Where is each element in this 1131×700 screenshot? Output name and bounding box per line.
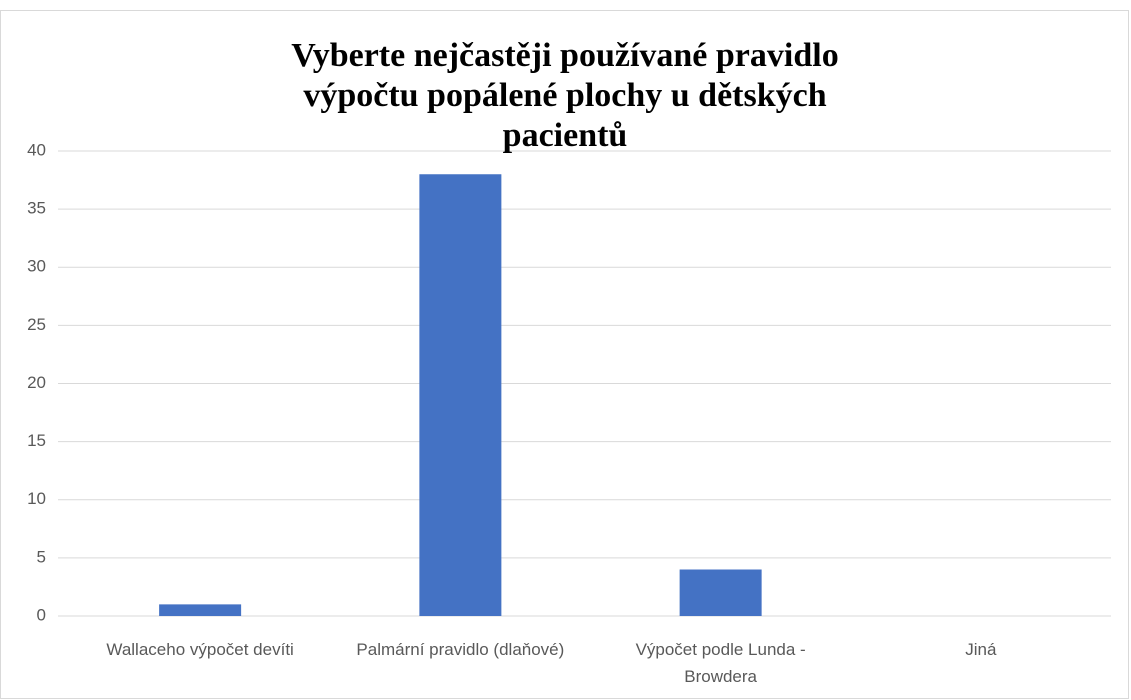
chart-title: Vyberte nejčastěji používané pravidlo vý… bbox=[291, 37, 839, 154]
y-tick-label: 30 bbox=[27, 257, 46, 276]
y-tick-label: 15 bbox=[27, 431, 46, 450]
y-tick-label: 20 bbox=[27, 373, 46, 392]
y-tick-label: 5 bbox=[37, 547, 46, 566]
x-tick-label: Výpočet podle Lunda - Browdera bbox=[635, 640, 806, 686]
x-tick-label: Palmární pravidlo (dlaňové) bbox=[356, 640, 565, 659]
bar bbox=[419, 174, 502, 616]
y-tick-label: 25 bbox=[27, 315, 46, 334]
chart-border bbox=[0, 10, 1129, 699]
y-tick-label: 40 bbox=[27, 140, 46, 159]
bar bbox=[679, 569, 762, 616]
y-tick-label: 35 bbox=[27, 199, 46, 218]
bar bbox=[159, 604, 242, 616]
y-tick-label: 10 bbox=[27, 489, 46, 508]
x-tick-label: Jiná bbox=[965, 640, 997, 659]
y-tick-label: 0 bbox=[37, 605, 46, 624]
x-tick-label: Wallaceho výpočet devíti bbox=[106, 640, 294, 659]
